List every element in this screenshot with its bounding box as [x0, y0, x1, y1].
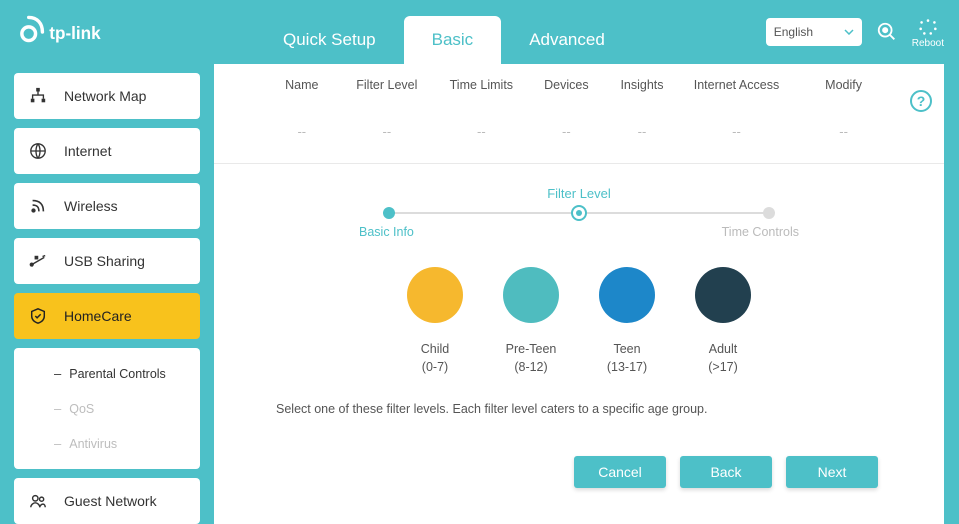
svg-text:tp-link: tp-link [49, 23, 101, 43]
shield-icon [28, 306, 48, 326]
th-devices: Devices [529, 78, 605, 92]
main-content: ? Name Filter Level Time Limits Devices … [214, 64, 944, 524]
reboot-button[interactable]: Reboot [912, 16, 944, 49]
sidebar-item-network-map[interactable]: Network Map [14, 73, 200, 119]
filter-level-options: Child(0-7) Pre-Teen(8-12) Teen(13-17) Ad… [214, 267, 944, 376]
filter-circle-preteen [503, 267, 559, 323]
filter-circle-child [407, 267, 463, 323]
sidebar-label: USB Sharing [64, 253, 145, 269]
network-map-icon [28, 86, 48, 106]
wizard-buttons: Cancel Back Next [214, 416, 944, 508]
search-update-icon[interactable] [876, 21, 898, 43]
sidebar-label: HomeCare [64, 308, 132, 324]
globe-icon [28, 141, 48, 161]
step-label-time-controls: Time Controls [722, 225, 799, 239]
sidebar-item-wireless[interactable]: Wireless [14, 183, 200, 229]
filter-option-child[interactable]: Child(0-7) [407, 267, 463, 376]
sidebar-sub-parental-controls[interactable]: Parental Controls [14, 356, 200, 391]
stepper-current-label: Filter Level [349, 186, 809, 201]
reboot-label: Reboot [912, 38, 944, 49]
usb-icon [28, 251, 48, 271]
language-select[interactable]: English [766, 18, 862, 46]
back-button[interactable]: Back [680, 456, 772, 488]
profile-table-empty-row: -- -- -- -- -- -- -- [214, 100, 944, 164]
tab-quick-setup[interactable]: Quick Setup [255, 16, 404, 64]
guest-icon [28, 491, 48, 511]
filter-option-adult[interactable]: Adult(>17) [695, 267, 751, 376]
sidebar-sub-antivirus[interactable]: Antivirus [14, 426, 200, 461]
wifi-icon [28, 196, 48, 216]
sidebar-label: Guest Network [64, 493, 157, 509]
sidebar-label: Wireless [64, 198, 118, 214]
sidebar: Network Map Internet Wireless USB Sharin… [0, 64, 214, 524]
sidebar-label: Internet [64, 143, 111, 159]
header-right: English Reboot [766, 16, 944, 49]
cancel-button[interactable]: Cancel [574, 456, 666, 488]
main-tabs: Quick Setup Basic Advanced [255, 0, 633, 64]
sidebar-item-homecare[interactable]: HomeCare [14, 293, 200, 339]
th-insights: Insights [604, 78, 680, 92]
step-dot-basic-info [383, 207, 395, 219]
th-time: Time Limits [434, 78, 529, 92]
brand-logo: tp-link [15, 12, 135, 52]
th-name: Name [264, 78, 340, 92]
profile-table-header: Name Filter Level Time Limits Devices In… [214, 64, 944, 100]
th-modify: Modify [793, 78, 894, 92]
next-button[interactable]: Next [786, 456, 878, 488]
chevron-down-icon [844, 29, 854, 35]
th-filter: Filter Level [340, 78, 435, 92]
th-access: Internet Access [680, 78, 793, 92]
app-header: tp-link Quick Setup Basic Advanced Engli… [0, 0, 959, 64]
sidebar-sub-qos[interactable]: QoS [14, 391, 200, 426]
filter-option-teen[interactable]: Teen(13-17) [599, 267, 655, 376]
sidebar-item-usb-sharing[interactable]: USB Sharing [14, 238, 200, 284]
tab-basic[interactable]: Basic [404, 16, 502, 64]
filter-circle-teen [599, 267, 655, 323]
filter-hint-text: Select one of these filter levels. Each … [276, 402, 944, 416]
step-dot-filter-level [571, 205, 587, 221]
tab-advanced[interactable]: Advanced [501, 16, 633, 64]
sidebar-item-internet[interactable]: Internet [14, 128, 200, 174]
language-value: English [774, 25, 813, 39]
stepper-line [389, 207, 769, 219]
filter-option-preteen[interactable]: Pre-Teen(8-12) [503, 267, 559, 376]
step-label-basic-info: Basic Info [359, 225, 414, 239]
sidebar-item-guest-network[interactable]: Guest Network [14, 478, 200, 524]
sidebar-label: Network Map [64, 88, 146, 104]
wizard-stepper: Filter Level Basic Info Time Controls [349, 186, 809, 239]
filter-circle-adult [695, 267, 751, 323]
sidebar-submenu: Parental Controls QoS Antivirus [14, 348, 200, 469]
step-dot-time-controls [763, 207, 775, 219]
help-icon[interactable]: ? [910, 90, 932, 112]
